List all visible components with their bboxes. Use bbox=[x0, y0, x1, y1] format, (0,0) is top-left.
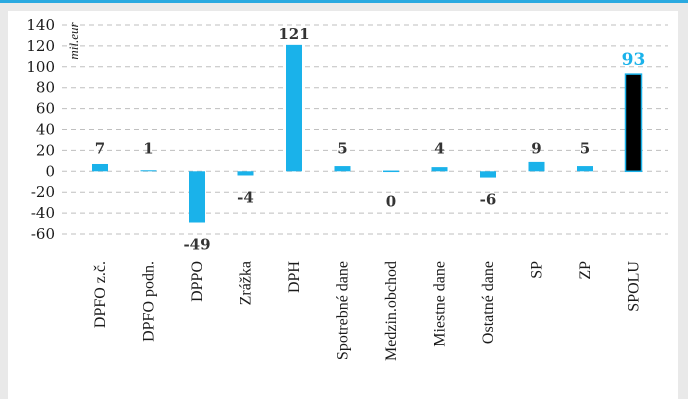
category-label: Medzin.obchod bbox=[383, 261, 400, 361]
y-tick-label: 100 bbox=[26, 58, 55, 76]
data-label: 5 bbox=[337, 139, 347, 157]
data-label: 4 bbox=[434, 139, 444, 157]
y-tick-label: -40 bbox=[31, 204, 55, 222]
data-label: 1 bbox=[143, 139, 153, 157]
category-label: DPPO bbox=[189, 261, 206, 302]
bar-series bbox=[92, 44, 643, 223]
category-label: Zrážka bbox=[238, 261, 255, 305]
y-tick-label: 60 bbox=[36, 100, 55, 118]
data-label: 9 bbox=[531, 139, 541, 157]
data-label: 7 bbox=[95, 139, 105, 157]
category-labels: DPFO z.č. DPFO podn. DPPO Zrážka DPH Spotrebn… bbox=[92, 261, 643, 361]
category-label: Ostatné dane bbox=[480, 261, 497, 344]
bar-spolu bbox=[624, 73, 643, 173]
data-label: 5 bbox=[580, 139, 590, 157]
bar-dppo bbox=[189, 171, 205, 223]
data-label: -6 bbox=[480, 191, 497, 209]
category-label: Miestne dane bbox=[432, 261, 449, 347]
y-tick-label: 120 bbox=[26, 37, 55, 55]
bar-medzin-obchod bbox=[383, 170, 399, 173]
data-label: 121 bbox=[278, 25, 309, 43]
category-label: DPFO z.č. bbox=[92, 261, 109, 328]
y-tick-label: -60 bbox=[31, 225, 55, 243]
y-tick-label: 80 bbox=[36, 79, 55, 97]
y-tick-label: -20 bbox=[31, 183, 55, 201]
bar-spotrebn-dane bbox=[334, 166, 351, 172]
bar-ostatn-dane bbox=[480, 171, 496, 178]
category-label: ZP bbox=[577, 261, 594, 280]
bar-dph bbox=[286, 44, 302, 172]
y-axis-ticks: 140 120 100 80 60 40 20 0 -20 -40 -60 bbox=[26, 16, 55, 243]
category-label: DPH bbox=[286, 261, 303, 293]
y-axis-label: mil.eur bbox=[66, 21, 81, 59]
bar-sp bbox=[528, 161, 545, 172]
bar-dpfo-podn- bbox=[140, 170, 157, 172]
data-label: -49 bbox=[183, 236, 210, 254]
data-labels: 7 1 -49 -4 121 5 0 4 -6 9 5 93 bbox=[95, 25, 646, 254]
bar-zr-ka bbox=[237, 171, 254, 176]
category-label: Spotrebné dane bbox=[335, 261, 352, 360]
y-tick-label: 20 bbox=[36, 141, 55, 159]
category-label: SP bbox=[529, 261, 546, 279]
y-tick-label: 0 bbox=[45, 162, 55, 180]
bar-zp bbox=[577, 166, 593, 172]
gridlines bbox=[62, 24, 668, 235]
bar-miestne-dane bbox=[431, 167, 448, 172]
data-label: 0 bbox=[386, 192, 396, 210]
chart-panel bbox=[8, 11, 678, 402]
bar-dpfo-z- bbox=[92, 163, 108, 172]
data-label: -4 bbox=[237, 188, 254, 206]
category-label: DPFO podn. bbox=[141, 261, 158, 342]
category-label: SPOLU bbox=[626, 261, 643, 312]
data-label: 93 bbox=[622, 50, 646, 70]
y-tick-label: 140 bbox=[26, 16, 55, 34]
y-tick-label: 40 bbox=[36, 121, 55, 139]
